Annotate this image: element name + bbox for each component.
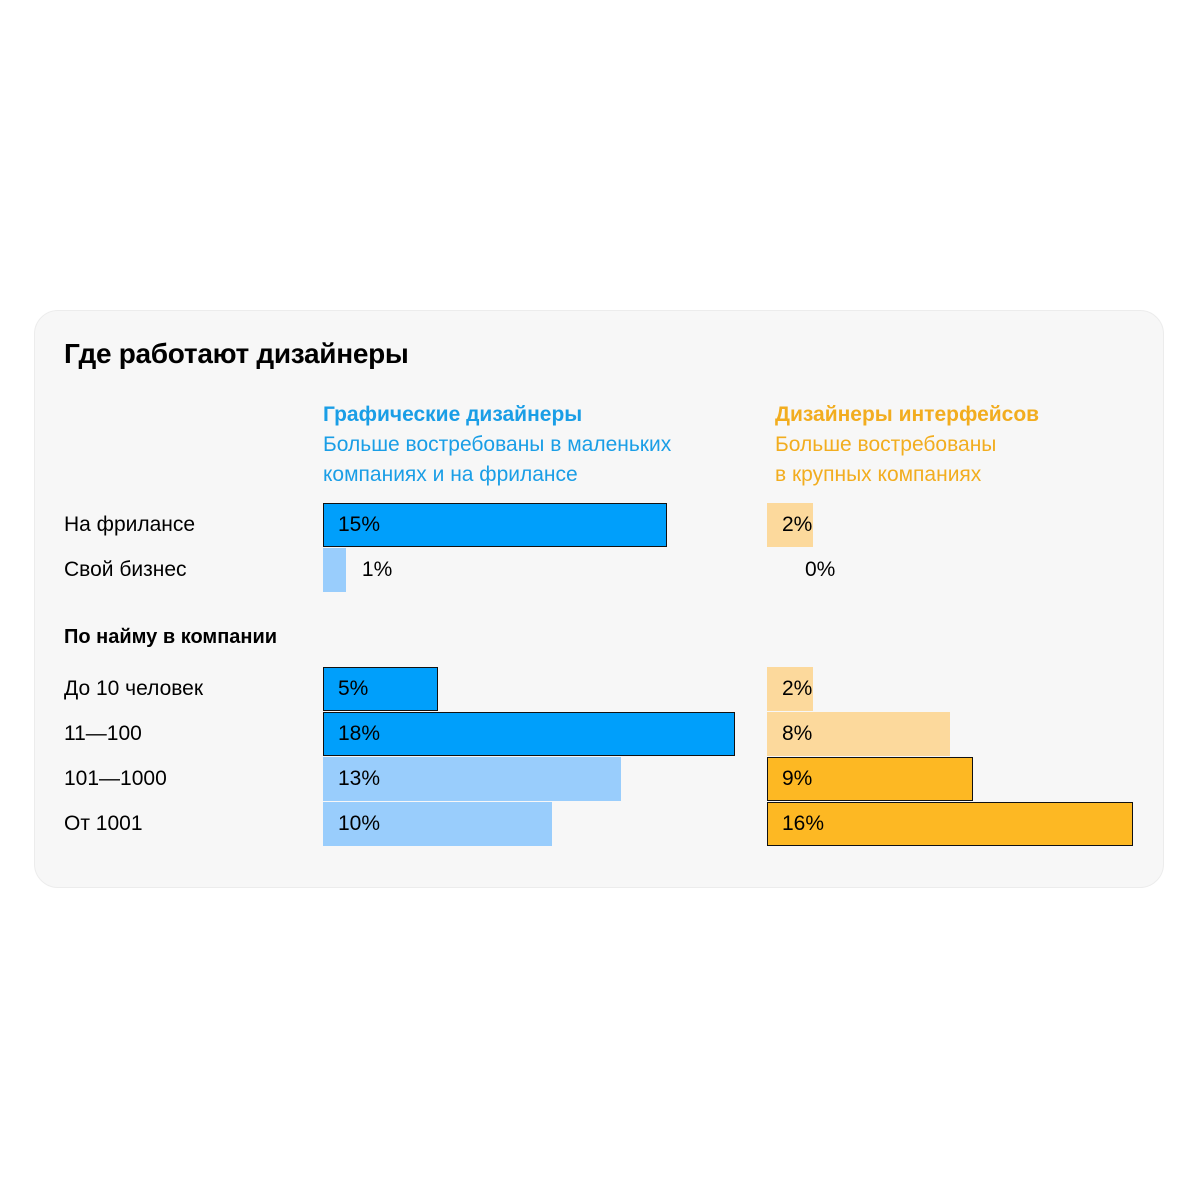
graphic-value-label: 13% [338, 767, 381, 790]
ui-value-label: 9% [782, 767, 813, 790]
category-label: 101—1000 [64, 767, 167, 790]
category-label: От 1001 [64, 812, 143, 835]
graphic-value-label: 1% [361, 558, 393, 581]
section-label-employment: По найму в компании [64, 626, 278, 648]
graphic-value-label: 15% [338, 513, 381, 536]
ui-designers-header: Дизайнеры интерфейсов Больше востребован… [775, 400, 1175, 490]
ui-value-label: 16% [782, 812, 825, 835]
ui-value-label: 0% [805, 558, 836, 581]
graphic-designers-header: Графические дизайнеры Больше востребован… [323, 400, 723, 490]
graphic-bar [323, 548, 346, 592]
ui-value-label: 2% [782, 513, 813, 536]
graphic-designers-name: Графические дизайнеры [323, 403, 583, 426]
category-label: Свой бизнес [64, 558, 187, 581]
chart-title: Где работают дизайнеры [64, 338, 409, 369]
ui-bar [767, 667, 813, 711]
graphic-value-label: 5% [338, 677, 369, 700]
graphic-designers-desc-line1: Больше востребованы в маленьких [323, 433, 672, 456]
graphic-bar [323, 757, 621, 801]
ui-designers-desc-line1: Больше востребованы [775, 433, 997, 456]
category-label: До 10 человек [64, 677, 204, 700]
graphic-designers-desc-line2: компаниях и на фрилансе [323, 463, 578, 486]
ui-bar [767, 712, 951, 756]
graphic-bar [323, 503, 667, 547]
graphic-value-label: 10% [338, 812, 381, 835]
ui-bar [767, 757, 974, 801]
ui-value-label: 2% [782, 677, 813, 700]
graphic-bar [323, 802, 552, 846]
ui-value-label: 8% [782, 722, 813, 745]
category-label: На фрилансе [64, 513, 196, 536]
ui-designers-name: Дизайнеры интерфейсов [775, 403, 1040, 426]
ui-designers-desc-line2: в крупных компаниях [775, 463, 982, 486]
graphic-bar [323, 712, 736, 756]
ui-bar [767, 503, 813, 547]
graphic-bar [323, 667, 438, 711]
category-label: 11—100 [64, 722, 142, 745]
graphic-value-label: 18% [338, 722, 381, 745]
ui-bar [767, 802, 1134, 846]
